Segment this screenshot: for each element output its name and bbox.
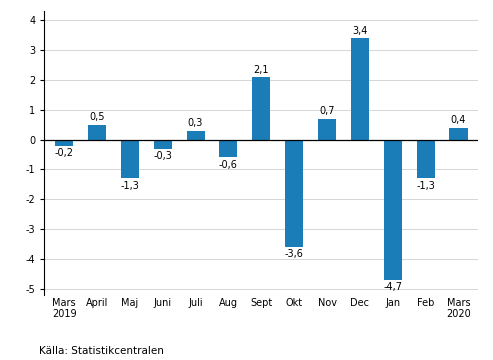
Text: 0,4: 0,4 — [451, 116, 466, 125]
Bar — [219, 140, 238, 157]
Bar — [121, 140, 139, 179]
Text: -1,3: -1,3 — [120, 181, 139, 190]
Bar — [252, 77, 270, 140]
Bar — [55, 140, 73, 145]
Text: 0,7: 0,7 — [319, 107, 335, 117]
Bar — [154, 140, 172, 149]
Text: 3,4: 3,4 — [352, 26, 368, 36]
Text: 0,3: 0,3 — [188, 118, 203, 129]
Bar — [417, 140, 435, 179]
Text: -4,7: -4,7 — [383, 282, 402, 292]
Bar — [285, 140, 303, 247]
Text: Källa: Statistikcentralen: Källa: Statistikcentralen — [39, 346, 164, 356]
Text: 2,1: 2,1 — [253, 64, 269, 75]
Bar — [384, 140, 402, 280]
Bar — [88, 125, 106, 140]
Text: -3,6: -3,6 — [285, 249, 304, 260]
Text: 0,5: 0,5 — [89, 112, 105, 122]
Text: -1,3: -1,3 — [416, 181, 435, 190]
Text: -0,2: -0,2 — [55, 148, 73, 158]
Text: -0,3: -0,3 — [153, 150, 172, 161]
Bar — [318, 118, 336, 140]
Bar — [351, 38, 369, 140]
Bar — [186, 131, 205, 140]
Bar — [450, 127, 467, 140]
Text: -0,6: -0,6 — [219, 159, 238, 170]
